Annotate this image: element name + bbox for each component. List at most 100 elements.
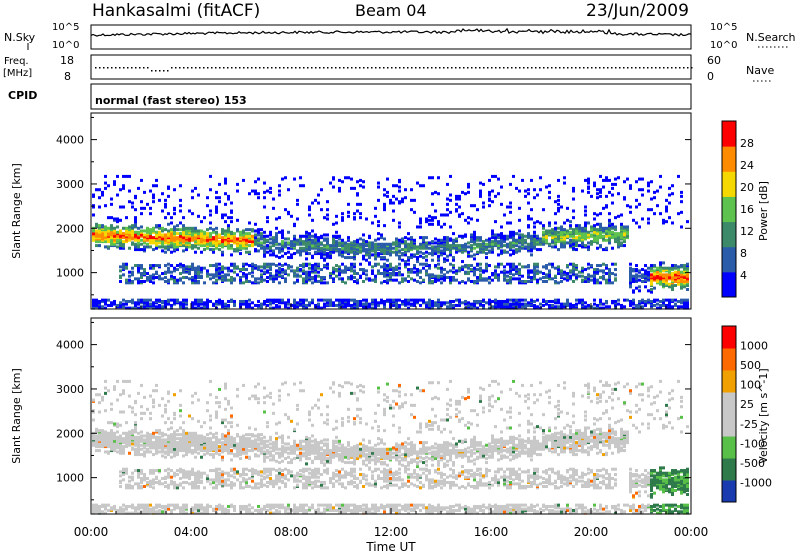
- power-cell: [293, 269, 296, 272]
- power-cell: [662, 261, 665, 264]
- power-cell: [677, 300, 680, 303]
- power-cell: [158, 233, 161, 236]
- freq-dot: [131, 67, 133, 69]
- power-cell: [425, 251, 428, 254]
- power-cell: [284, 301, 287, 304]
- power-cell: [266, 251, 269, 254]
- power-cell: [680, 225, 683, 228]
- power-cell: [362, 299, 365, 302]
- power-cell: [224, 279, 227, 282]
- power-cell: [149, 190, 152, 193]
- power-cell: [194, 245, 197, 248]
- power-cell: [266, 269, 269, 272]
- power-cell: [350, 263, 353, 266]
- power-cell: [659, 283, 662, 286]
- velocity-cell: [140, 438, 143, 441]
- power-cell: [191, 247, 194, 250]
- power-cell: [359, 184, 362, 187]
- velocity-cell: [152, 453, 155, 456]
- power-cell: [266, 265, 269, 268]
- freq-dot: [687, 67, 689, 69]
- velocity-cell: [173, 393, 176, 396]
- velocity-cell: [122, 392, 125, 395]
- power-cell: [194, 251, 197, 254]
- power-cell: [200, 267, 203, 270]
- power-cell: [131, 237, 134, 240]
- power-cell: [500, 249, 503, 252]
- freq-dot: [271, 67, 273, 69]
- power-cell: [626, 228, 629, 231]
- power-cell: [395, 272, 398, 275]
- velocity-cell: [110, 403, 113, 406]
- power-cell: [185, 276, 188, 279]
- power-cell: [635, 304, 638, 307]
- power-cell: [446, 276, 449, 279]
- power-cell: [137, 231, 140, 234]
- power-cell: [320, 299, 323, 302]
- power-cell: [431, 303, 434, 306]
- power-cell: [557, 199, 560, 202]
- power-cell: [383, 256, 386, 259]
- power-cell: [254, 267, 257, 270]
- power-cell: [281, 178, 284, 181]
- power-cell: [395, 301, 398, 304]
- power-cell: [587, 277, 590, 280]
- power-cell: [341, 251, 344, 254]
- power-cell: [521, 303, 524, 306]
- velocity-cell: [194, 434, 197, 437]
- power-cell: [137, 281, 140, 284]
- power-cell: [479, 276, 482, 279]
- power-cell: [401, 248, 404, 251]
- power-cell: [269, 241, 272, 244]
- power-cell: [422, 279, 425, 282]
- velocity-cell: [173, 436, 176, 439]
- power-cell: [545, 303, 548, 306]
- velocity-cell: [107, 421, 110, 424]
- power-cell: [620, 223, 623, 226]
- power-cell: [359, 300, 362, 303]
- power-cell: [407, 271, 410, 274]
- power-cell: [146, 203, 149, 206]
- power-cell: [182, 224, 185, 227]
- power-cell: [584, 301, 587, 304]
- power-cell: [449, 304, 452, 307]
- velocity-cell: [110, 444, 113, 447]
- power-cell: [362, 272, 365, 275]
- power-cell: [329, 255, 332, 258]
- power-cell: [158, 231, 161, 234]
- power-cell: [344, 251, 347, 254]
- power-cell: [221, 232, 224, 235]
- power-cell: [341, 277, 344, 280]
- power-cell: [365, 240, 368, 243]
- velocity-cell: [113, 432, 116, 435]
- power-cell: [467, 264, 470, 267]
- power-cell: [209, 227, 212, 230]
- power-cell: [173, 212, 176, 215]
- power-cell: [374, 263, 377, 266]
- power-cell: [134, 233, 137, 236]
- freq-dot: [111, 67, 113, 69]
- velocity-cell: [173, 484, 176, 487]
- velocity-cell: [113, 422, 116, 425]
- velocity-cell: [173, 504, 176, 507]
- power-cell: [506, 251, 509, 254]
- power-cell: [662, 267, 665, 270]
- power-cell: [146, 299, 149, 302]
- power-cell: [362, 280, 365, 283]
- power-cell: [245, 305, 248, 308]
- power-cell: [356, 244, 359, 247]
- power-cell: [575, 273, 578, 276]
- power-cell: [587, 248, 590, 251]
- velocity-cell: [164, 481, 167, 484]
- power-cell: [494, 175, 497, 178]
- colorbar-segment: [722, 272, 736, 298]
- power-cell: [305, 271, 308, 274]
- power-cell: [176, 245, 179, 248]
- power-cell: [407, 243, 410, 246]
- freq-right-tick-bottom: 0: [707, 70, 714, 83]
- power-cell: [212, 248, 215, 251]
- power-cell: [593, 224, 596, 227]
- power-cell: [437, 255, 440, 258]
- power-cell: [380, 245, 383, 248]
- freq-dot: [139, 67, 141, 69]
